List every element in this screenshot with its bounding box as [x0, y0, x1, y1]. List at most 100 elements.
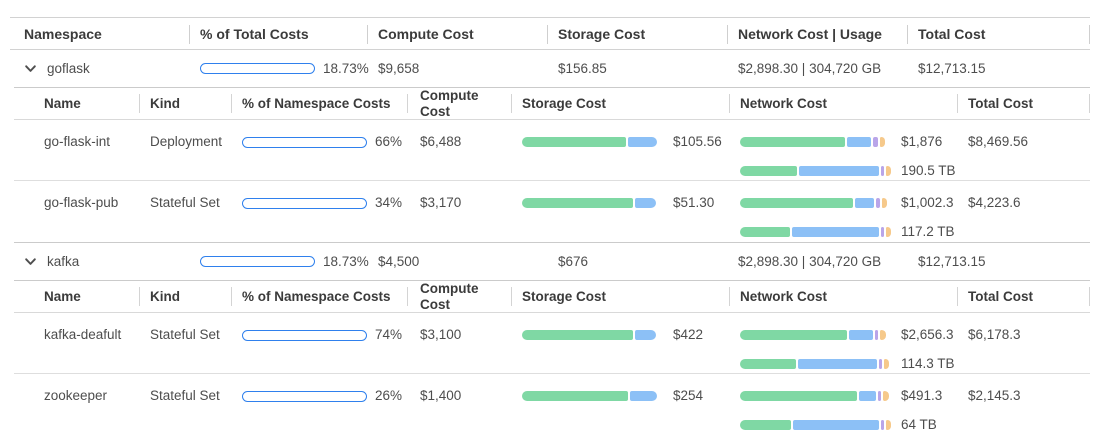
namespace-percent-cell: 18.73%	[190, 50, 369, 87]
workload-storage-cost-cell: $254	[512, 388, 730, 404]
storage-cost-value-cell: $676	[548, 243, 728, 280]
green-segment	[522, 391, 629, 401]
network-cost-bar-value: $1,002.3	[901, 195, 954, 210]
chevron-down-icon[interactable]	[24, 255, 37, 268]
namespace-row: kafka 18.73% $4,500 $676 $2,898.30 | 304,720…	[10, 243, 1090, 280]
workload-kind-cell: Stateful Set	[140, 388, 232, 404]
total-cost-value: $12,713.15	[918, 61, 986, 76]
column-header-storage-cost[interactable]: Storage Cost	[548, 18, 728, 49]
compute-cost-value: $4,500	[378, 254, 420, 269]
table-root: Namespace % of Total Costs Compute Cost Sto…	[10, 17, 1090, 435]
blue-segment	[799, 166, 879, 176]
workload-column-header-total-cost[interactable]: Total Cost	[958, 281, 1090, 312]
workload-column-header-compute-cost[interactable]: Compute Cost	[408, 88, 512, 119]
storage-cost-bar	[522, 137, 662, 147]
workload-total-cost-cell: $2,145.3	[958, 388, 1090, 404]
workload-network-cost-cell: $2,656.3 114.3 TB	[730, 327, 958, 372]
orange-segment	[885, 420, 891, 430]
blue-segment	[791, 227, 879, 237]
column-header-label: Storage Cost	[558, 25, 646, 42]
green-segment	[740, 227, 790, 237]
workload-row[interactable]: kafka-deafult Stateful Set 74% $3,100 $422 $2…	[14, 313, 1090, 374]
workload-column-header-of-namespace-costs[interactable]: % of Namespace Costs	[232, 281, 408, 312]
total-cost-value: $8,469.56	[968, 134, 1029, 149]
compute-cost-value: $3,170	[420, 195, 462, 210]
percent-of-namespace-value: 66%	[375, 134, 403, 149]
workload-network-cost-cell: $491.3 64 TB	[730, 388, 958, 433]
network-usage-bar-value: 64 TB	[901, 417, 937, 432]
workload-column-header-network-cost[interactable]: Network Cost	[730, 88, 958, 119]
workload-compute-cost-cell: $1,400	[408, 388, 512, 404]
workload-column-header-label: Total Cost	[968, 95, 1033, 111]
compute-cost-value: $9,658	[378, 61, 420, 76]
chevron-down-icon[interactable]	[24, 62, 37, 75]
workload-column-header-label: Network Cost	[740, 288, 828, 304]
workload-column-header-kind[interactable]: Kind	[140, 88, 232, 119]
blue-segment	[634, 330, 656, 340]
workload-column-header-total-cost[interactable]: Total Cost	[958, 88, 1090, 119]
workload-column-header-kind[interactable]: Kind	[140, 281, 232, 312]
workload-network-cost-cell: $1,876 190.5 TB	[730, 134, 958, 179]
storage-cost-bar	[522, 330, 662, 340]
network-cost-bar-value: $1,876	[901, 134, 943, 149]
storage-cost-bar-value: $105.56	[673, 134, 722, 149]
workload-column-header-name[interactable]: Name	[14, 281, 140, 312]
green-segment	[740, 391, 857, 401]
namespace-name-cell: goflask	[10, 50, 190, 87]
workload-name-cell: kafka-deafult	[14, 327, 140, 343]
namespace-name-cell: kafka	[10, 243, 190, 280]
column-header-namespace[interactable]: Namespace	[10, 18, 190, 49]
column-header-label: Compute Cost	[378, 25, 474, 42]
workload-column-header-label: Name	[44, 288, 81, 304]
orange-segment	[880, 330, 886, 340]
column-header-total-cost[interactable]: Total Cost	[908, 18, 1090, 49]
network-cost-usage-value-cell: $2,898.30 | 304,720 GB	[728, 243, 908, 280]
network-cost-bar	[740, 137, 890, 147]
workload-column-header-label: Total Cost	[968, 288, 1033, 304]
workload-column-header-storage-cost[interactable]: Storage Cost	[512, 88, 730, 119]
workload-table: Name Kind % of Namespace Costs Compute Cost…	[14, 280, 1090, 435]
workload-column-header-compute-cost[interactable]: Compute Cost	[408, 281, 512, 312]
percent-of-namespace-value: 34%	[375, 195, 403, 210]
percent-bar	[200, 63, 315, 74]
column-header-network-cost-usage[interactable]: Network Cost | Usage	[728, 18, 908, 49]
workload-kind: Deployment	[150, 134, 223, 149]
column-header-label: Namespace	[24, 25, 102, 42]
storage-cost-bar	[522, 198, 662, 208]
workload-name: go-flask-int	[44, 134, 111, 149]
workload-name: go-flask-pub	[44, 195, 119, 210]
network-usage-bar	[740, 359, 890, 369]
workload-percent-cell: 74%	[232, 327, 408, 343]
workload-row[interactable]: go-flask-int Deployment 66% $6,488 $105.56 $1…	[14, 120, 1090, 181]
workload-column-header-of-namespace-costs[interactable]: % of Namespace Costs	[232, 88, 408, 119]
orange-segment	[885, 166, 891, 176]
workload-header-row: Name Kind % of Namespace Costs Compute Cost…	[14, 281, 1090, 313]
workload-column-header-label: % of Namespace Costs	[242, 288, 391, 304]
percent-bar	[242, 390, 367, 402]
workload-total-cost-cell: $6,178.3	[958, 327, 1090, 343]
network-usage-bar-value: 117.2 TB	[901, 224, 955, 239]
workload-name-cell: zookeeper	[14, 388, 140, 404]
orange-segment	[884, 359, 890, 369]
workload-column-header-label: Network Cost	[740, 95, 828, 111]
network-cost-usage-value: $2,898.30 | 304,720 GB	[738, 61, 882, 76]
workload-column-header-storage-cost[interactable]: Storage Cost	[512, 281, 730, 312]
workload-column-header-label: % of Namespace Costs	[242, 95, 391, 111]
workload-column-header-name[interactable]: Name	[14, 88, 140, 119]
network-usage-bar	[740, 227, 891, 237]
workload-column-header-network-cost[interactable]: Network Cost	[730, 281, 958, 312]
storage-cost-value: $676	[558, 254, 589, 269]
namespace-percent-cell: 18.73%	[190, 243, 369, 280]
workload-row[interactable]: zookeeper Stateful Set 26% $1,400 $254 $491.3…	[14, 374, 1090, 435]
storage-cost-bar	[522, 391, 662, 401]
workload-row[interactable]: go-flask-pub Stateful Set 34% $3,170 $51.30 $…	[14, 181, 1090, 242]
column-header-compute-cost[interactable]: Compute Cost	[368, 18, 548, 49]
workload-storage-cost-cell: $105.56	[512, 134, 730, 150]
storage-cost-value: $156.85	[558, 61, 607, 76]
column-header-of-total-costs[interactable]: % of Total Costs	[190, 18, 368, 49]
total-cost-value: $6,178.3	[968, 327, 1021, 342]
blue-segment	[854, 198, 874, 208]
workload-compute-cost-cell: $6,488	[408, 134, 512, 150]
blue-segment	[634, 198, 656, 208]
